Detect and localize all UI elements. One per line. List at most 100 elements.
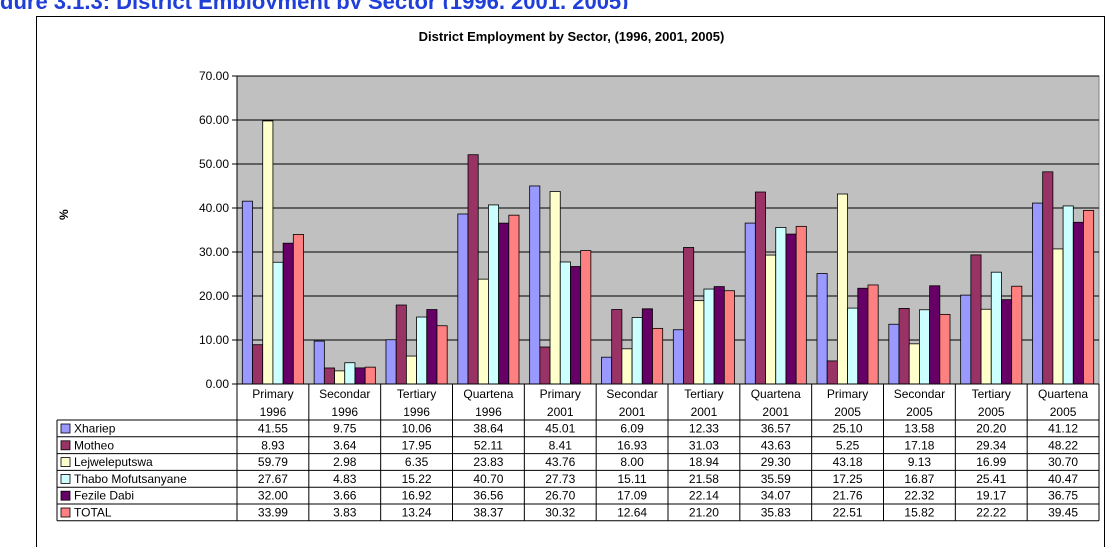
data-label: 9.75 [333, 422, 357, 436]
data-label: 22.51 [833, 506, 863, 520]
bar [241, 200, 253, 385]
data-label: 36.75 [1048, 489, 1078, 503]
x-tick-label: 2005 [1050, 405, 1077, 419]
bar [252, 344, 264, 385]
y-tick-label: 70.00 [199, 69, 229, 83]
bar [508, 214, 520, 385]
data-label: 12.33 [689, 422, 719, 436]
data-label: 30.70 [1048, 455, 1078, 469]
data-label: 25.41 [976, 472, 1006, 486]
x-tick-label: Quartena [1038, 387, 1088, 401]
y-tick-label: 10.00 [199, 333, 229, 347]
legend-swatch [60, 440, 71, 451]
data-label: 2.98 [333, 455, 357, 469]
data-label: 8.93 [261, 438, 285, 452]
data-label: 3.66 [333, 489, 357, 503]
bar [723, 290, 735, 385]
bar [908, 343, 920, 385]
data-label: 33.99 [258, 506, 288, 520]
bar [754, 191, 766, 385]
data-label: 31.03 [689, 438, 719, 452]
data-label: 32.00 [258, 489, 288, 503]
data-label: 13.24 [402, 506, 432, 520]
data-label: 36.56 [473, 489, 503, 503]
x-tick-label: Tertiary [972, 387, 1011, 401]
legend-label: Xhariep [74, 422, 116, 436]
data-label: 21.76 [833, 489, 863, 503]
bar [416, 316, 428, 385]
bar [1052, 248, 1064, 385]
bar [980, 308, 992, 385]
x-tick-label: Tertiary [684, 387, 723, 401]
bar [795, 225, 807, 385]
legend-swatch [60, 490, 71, 501]
bar [313, 340, 325, 385]
bar [672, 329, 684, 385]
bar [857, 287, 869, 385]
data-label: 38.64 [473, 422, 503, 436]
bar [559, 261, 571, 385]
x-tick-label: 1996 [331, 405, 358, 419]
data-label: 6.35 [405, 455, 429, 469]
data-label: 16.92 [402, 489, 432, 503]
bar [426, 309, 438, 385]
x-tick-label: 1996 [260, 405, 287, 419]
data-label: 22.32 [904, 489, 934, 503]
chart-frame: District Employment by Sector, (1996, 20… [36, 16, 1105, 547]
bar [1083, 210, 1095, 385]
data-label: 6.09 [620, 422, 644, 436]
bar [960, 294, 972, 385]
data-label: 21.20 [689, 506, 719, 520]
x-tick-label: Quartena [751, 387, 801, 401]
legend-label: Fezile Dabi [74, 489, 134, 503]
y-tick-label: 30.00 [199, 245, 229, 259]
x-tick-label: 2001 [619, 405, 646, 419]
x-tick-label: 2005 [834, 405, 861, 419]
data-label: 15.22 [402, 472, 432, 486]
data-label: 8.41 [549, 438, 573, 452]
data-label: 43.18 [833, 455, 863, 469]
bar [323, 367, 335, 385]
page-heading: gure 3.1.3: District Employment by Secto… [0, 0, 1109, 9]
bar [775, 227, 787, 385]
bar [816, 273, 828, 385]
bar [262, 120, 274, 385]
bar [1062, 205, 1074, 385]
bar [744, 222, 756, 385]
bar [549, 191, 561, 385]
data-label: 3.64 [333, 438, 357, 452]
data-label: 35.59 [761, 472, 791, 486]
bar [364, 366, 376, 385]
data-label: 23.83 [473, 455, 503, 469]
x-tick-label: Secondar [894, 387, 945, 401]
bar [601, 356, 613, 385]
bar [580, 250, 592, 385]
x-tick-label: Primary [540, 387, 581, 401]
y-tick-label: 0.00 [206, 377, 230, 391]
data-label: 15.82 [904, 506, 934, 520]
x-tick-label: Quartena [463, 387, 513, 401]
x-tick-label: Primary [252, 387, 293, 401]
data-label: 16.87 [904, 472, 934, 486]
data-label: 8.00 [620, 455, 644, 469]
bar [1072, 221, 1084, 385]
x-tick-label: 2001 [691, 405, 718, 419]
x-tick-label: 2001 [547, 405, 574, 419]
data-label: 35.83 [761, 506, 791, 520]
data-label: 5.25 [836, 438, 860, 452]
bar-chart: 0.00 10.00 20.00 30.00 40.00 50.00 60.00 70.00 P… [56, 69, 1100, 522]
legend-swatch [60, 507, 71, 518]
data-label: 27.73 [545, 472, 575, 486]
bar [683, 247, 695, 385]
bar [990, 271, 1002, 385]
data-label: 16.99 [976, 455, 1006, 469]
legend-label: Motheo [74, 438, 114, 452]
bar [631, 317, 643, 385]
bar [1001, 299, 1013, 385]
bar [641, 308, 653, 385]
legend-swatch [60, 473, 71, 484]
data-label: 25.10 [833, 422, 863, 436]
bar [539, 346, 551, 385]
bar [405, 355, 417, 385]
bar [498, 222, 510, 385]
